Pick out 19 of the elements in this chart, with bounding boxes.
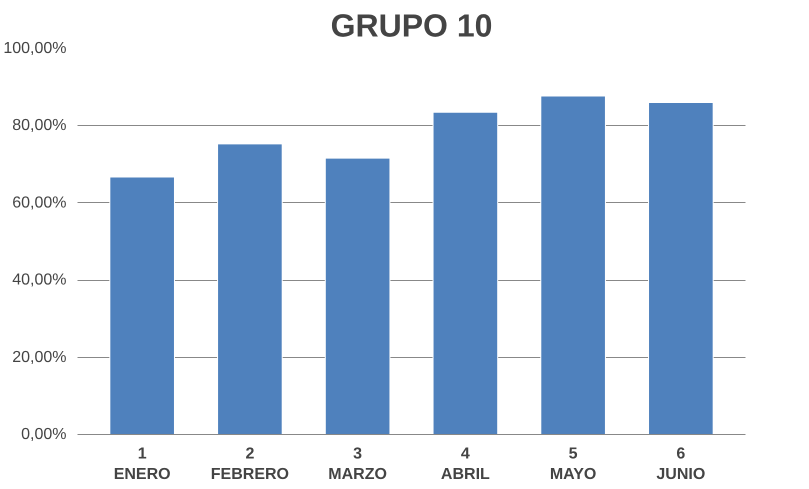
bar xyxy=(217,143,283,434)
x-tick-label: 4 ABRIL xyxy=(440,446,490,483)
y-tick-label: 40,00% xyxy=(12,272,66,289)
bar xyxy=(648,102,714,434)
bar xyxy=(432,112,498,434)
y-tick-label: 80,00% xyxy=(12,117,66,134)
x-tick-label: 2 FEBRERO xyxy=(210,446,290,483)
y-tick-label: 60,00% xyxy=(12,194,66,212)
x-tick-label: 5 MAYO xyxy=(550,446,596,483)
bar xyxy=(324,158,390,434)
bar xyxy=(109,176,175,434)
x-tick-label: 3 MARZO xyxy=(328,446,387,483)
chart-title: GRUPO 10 xyxy=(330,8,492,44)
y-tick-label: 100,00% xyxy=(3,40,67,57)
x-tick-label: 1 ENERO xyxy=(114,446,171,483)
y-tick-label: 0,00% xyxy=(21,426,67,443)
x-tick-label: 6 JUNIO xyxy=(656,446,706,483)
y-tick-label: 20,00% xyxy=(12,348,66,366)
bar xyxy=(540,95,606,434)
